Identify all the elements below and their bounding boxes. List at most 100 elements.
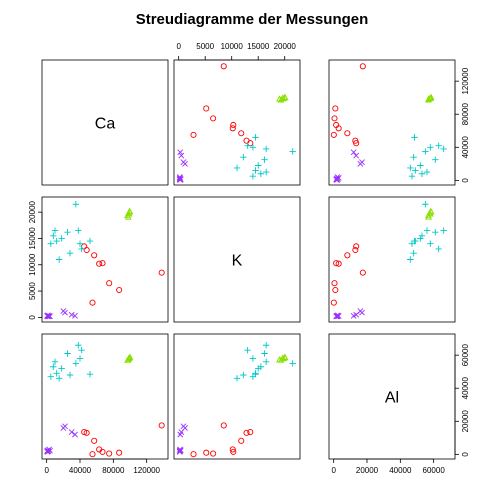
data-point-group-2 [86, 370, 94, 378]
data-point-group-2 [423, 227, 431, 234]
data-point-group-4 [176, 447, 183, 454]
tick-label: 5000 [28, 282, 37, 300]
data-point-group-1 [359, 63, 366, 70]
data-point-group-1 [220, 422, 227, 429]
data-point-group-1 [353, 243, 360, 250]
y-axis-Ca: 0 40000 80000 120000 [454, 67, 470, 183]
data-point-group-4 [176, 174, 183, 180]
data-point-group-2 [417, 235, 424, 242]
tick-label: 20000 [356, 466, 379, 475]
data-point-group-1 [344, 252, 351, 259]
data-point-group-1 [331, 280, 338, 287]
data-point-group-1 [230, 448, 237, 455]
chart-title: Streudiagramme der Messungen [136, 11, 369, 28]
data-point-group-2 [261, 350, 268, 357]
data-point-group-2 [75, 342, 82, 349]
data-point-group-2 [435, 245, 442, 253]
data-point-group-2 [408, 173, 416, 180]
tick-label: 60000 [423, 466, 446, 475]
tick-label: 40000 [389, 466, 412, 475]
y-axis-Al: 0 20000 40000 60000 [454, 343, 470, 457]
data-point-group-4 [178, 152, 185, 159]
data-point-group-4 [176, 448, 183, 455]
data-point-group-1 [116, 449, 123, 456]
data-point-group-1 [158, 269, 165, 276]
data-point-group-4 [176, 176, 183, 183]
data-point-group-1 [89, 299, 96, 306]
data-point-group-2 [76, 355, 84, 362]
data-point-group-2 [72, 201, 80, 208]
data-point-group-1 [106, 450, 113, 457]
data-point-group-2 [78, 347, 85, 354]
data-point-group-2 [55, 256, 63, 263]
data-point-group-4 [357, 160, 364, 167]
variable-label: Al [385, 390, 399, 407]
data-point-group-2 [76, 240, 84, 247]
data-point-group-2 [75, 227, 82, 234]
data-point-group-4 [47, 313, 53, 320]
data-point-group-3 [280, 94, 288, 102]
panel-frame [173, 333, 301, 460]
data-point-group-2 [410, 249, 417, 257]
data-point-group-1 [81, 243, 88, 250]
data-point-group-2 [407, 164, 414, 172]
data-point-group-1 [352, 246, 359, 254]
tick-label: 40000 [461, 136, 470, 159]
data-point-group-4 [334, 313, 341, 320]
data-point-group-4 [45, 448, 52, 455]
data-point-group-4 [350, 312, 357, 319]
panel-Ca-vs-Al [328, 59, 456, 186]
panel-Al-vs-Ca [41, 333, 169, 460]
tick-label: 120000 [133, 466, 160, 475]
data-point-group-2 [252, 167, 259, 174]
data-point-group-1 [210, 115, 217, 122]
data-point-group-2 [412, 167, 419, 174]
data-point-group-4 [335, 313, 342, 319]
data-point-group-1 [335, 260, 342, 267]
data-point-group-2 [440, 227, 447, 234]
data-point-group-2 [435, 142, 442, 149]
data-point-group-2 [50, 232, 57, 240]
data-point-group-1 [333, 260, 340, 267]
data-point-group-2 [262, 145, 270, 153]
data-point-group-3 [277, 96, 285, 103]
data-point-group-2 [58, 365, 65, 372]
x-axis-K: 0 5000 10000 15000 20000 [176, 42, 296, 61]
data-point-group-1 [332, 286, 339, 294]
data-point-group-3 [126, 354, 133, 361]
data-point-group-4 [60, 424, 67, 431]
data-point-group-3 [425, 213, 433, 220]
tick-label: 0 [176, 42, 181, 51]
data-point-group-4 [68, 429, 75, 435]
data-point-group-3 [427, 207, 435, 214]
data-point-group-1 [210, 450, 217, 457]
data-point-group-2 [417, 162, 424, 169]
data-point-group-2 [51, 227, 59, 234]
tick-label: 15000 [247, 42, 270, 51]
data-point-group-1 [238, 437, 245, 444]
data-point-group-2 [407, 256, 414, 263]
y-axis-K: 0 5000 10000 15000 20000 [28, 200, 43, 320]
data-point-group-2 [53, 370, 60, 377]
data-point-group-2 [257, 363, 265, 370]
data-point-group-1 [96, 260, 103, 267]
data-point-group-4 [72, 431, 78, 438]
data-point-group-2 [427, 144, 434, 151]
data-point-group-2 [51, 358, 59, 365]
data-point-group-2 [411, 134, 418, 141]
data-point-group-1 [83, 429, 90, 436]
data-point-group-1 [91, 252, 98, 259]
tick-label: 0 [461, 178, 470, 183]
panel-Al-vs-K [173, 333, 301, 460]
data-point-group-2 [252, 134, 259, 141]
data-point-group-2 [432, 156, 439, 163]
panel-frame [173, 196, 301, 323]
tick-label: 10000 [221, 42, 244, 51]
tick-label: 40000 [461, 377, 470, 400]
data-point-group-1 [91, 437, 98, 444]
data-point-group-1 [352, 137, 359, 144]
data-point-group-4 [177, 446, 183, 453]
panel-K-vs-Al [328, 196, 456, 323]
data-point-group-2 [66, 371, 74, 379]
